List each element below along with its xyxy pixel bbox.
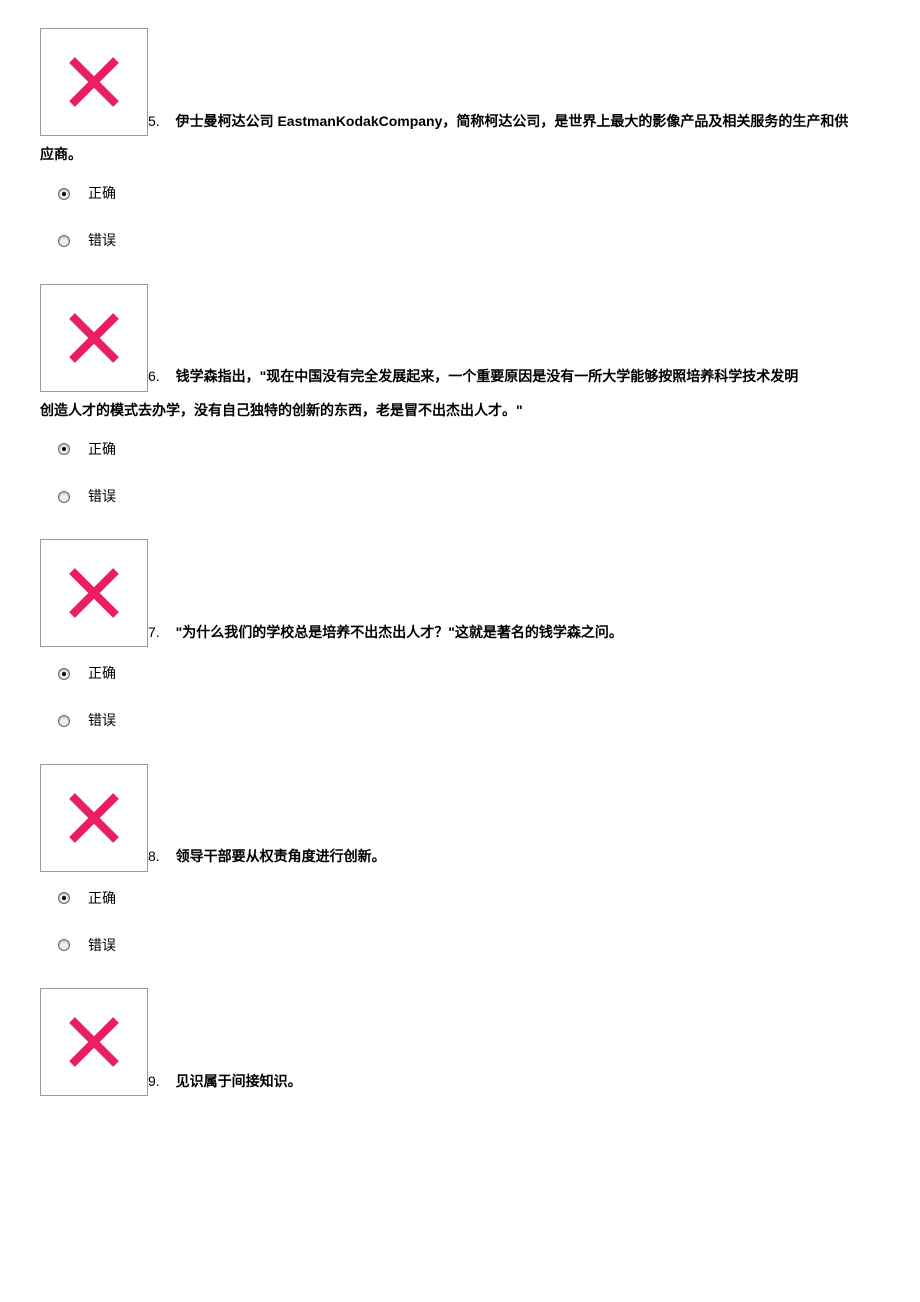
question-text-line1: 9. 见识属于间接知识。 xyxy=(148,1069,900,1096)
option-label: 正确 xyxy=(88,437,116,462)
question-text-line2: 创造人才的模式去办学，没有自己独特的创新的东西，老是冒不出杰出人才。" xyxy=(40,392,900,423)
question-text-line1: 7. "为什么我们的学校总是培养不出杰出人才？"这就是著名的钱学森之问。 xyxy=(148,620,900,647)
question-block: 6. 钱学森指出，"现在中国没有完全发展起来，一个重要原因是没有一所大学能够按照… xyxy=(20,276,900,510)
question-prompt: 6. 钱学森指出，"现在中国没有完全发展起来，一个重要原因是没有一所大学能够按照… xyxy=(20,276,900,392)
option-wrong[interactable]: 错误 xyxy=(58,484,900,509)
option-label: 正确 xyxy=(88,886,116,911)
option-correct[interactable]: 正确 xyxy=(58,437,900,462)
option-label: 正确 xyxy=(88,661,116,686)
wrong-mark-box xyxy=(40,28,148,136)
radio-icon[interactable] xyxy=(58,443,70,455)
x-icon xyxy=(66,1014,122,1070)
option-label: 错误 xyxy=(88,484,116,509)
question-text-line2: 应商。 xyxy=(40,136,900,167)
question-prompt: 5. 伊士曼柯达公司 EastmanKodakCompany，简称柯达公司，是世… xyxy=(20,20,900,136)
option-label: 错误 xyxy=(88,228,116,253)
question-text-span: 领导干部要从权责角度进行创新。 xyxy=(176,848,386,864)
radio-icon[interactable] xyxy=(58,668,70,680)
x-icon xyxy=(66,54,122,110)
option-correct[interactable]: 正确 xyxy=(58,181,900,206)
question-number: 9. xyxy=(148,1073,160,1089)
options-group: 正确错误 xyxy=(58,886,900,958)
x-icon xyxy=(66,790,122,846)
radio-icon[interactable] xyxy=(58,715,70,727)
radio-icon[interactable] xyxy=(58,188,70,200)
quiz-container: 5. 伊士曼柯达公司 EastmanKodakCompany，简称柯达公司，是世… xyxy=(20,20,900,1096)
radio-icon[interactable] xyxy=(58,491,70,503)
question-text-line1: 6. 钱学森指出，"现在中国没有完全发展起来，一个重要原因是没有一所大学能够按照… xyxy=(148,364,900,391)
question-number: 7. xyxy=(148,624,160,640)
option-label: 正确 xyxy=(88,181,116,206)
question-text-span: 伊士曼柯达公司 EastmanKodakCompany，简称柯达公司，是世界上最… xyxy=(176,113,849,129)
radio-icon[interactable] xyxy=(58,892,70,904)
question-prompt: 8. 领导干部要从权责角度进行创新。 xyxy=(20,756,900,872)
radio-icon[interactable] xyxy=(58,939,70,951)
question-text-line1: 5. 伊士曼柯达公司 EastmanKodakCompany，简称柯达公司，是世… xyxy=(148,109,900,136)
question-block: 8. 领导干部要从权责角度进行创新。正确错误 xyxy=(20,756,900,958)
wrong-mark-box xyxy=(40,988,148,1096)
option-wrong[interactable]: 错误 xyxy=(58,228,900,253)
wrong-mark-box xyxy=(40,539,148,647)
question-block: 7. "为什么我们的学校总是培养不出杰出人才？"这就是著名的钱学森之问。正确错误 xyxy=(20,531,900,733)
option-label: 错误 xyxy=(88,933,116,958)
option-wrong[interactable]: 错误 xyxy=(58,708,900,733)
question-block: 5. 伊士曼柯达公司 EastmanKodakCompany，简称柯达公司，是世… xyxy=(20,20,900,254)
question-number: 8. xyxy=(148,848,160,864)
options-group: 正确错误 xyxy=(58,181,900,253)
options-group: 正确错误 xyxy=(58,661,900,733)
question-text-line1: 8. 领导干部要从权责角度进行创新。 xyxy=(148,844,900,871)
question-prompt: 9. 见识属于间接知识。 xyxy=(20,980,900,1096)
wrong-mark-box xyxy=(40,284,148,392)
option-label: 错误 xyxy=(88,708,116,733)
question-number: 5. xyxy=(148,113,160,129)
question-number: 6. xyxy=(148,368,160,384)
option-correct[interactable]: 正确 xyxy=(58,886,900,911)
option-wrong[interactable]: 错误 xyxy=(58,933,900,958)
question-text-span: 钱学森指出，"现在中国没有完全发展起来，一个重要原因是没有一所大学能够按照培养科… xyxy=(176,368,799,384)
question-block: 9. 见识属于间接知识。 xyxy=(20,980,900,1096)
x-icon xyxy=(66,310,122,366)
question-text-span: "为什么我们的学校总是培养不出杰出人才？"这就是著名的钱学森之问。 xyxy=(176,624,623,640)
radio-icon[interactable] xyxy=(58,235,70,247)
option-correct[interactable]: 正确 xyxy=(58,661,900,686)
wrong-mark-box xyxy=(40,764,148,872)
question-prompt: 7. "为什么我们的学校总是培养不出杰出人才？"这就是著名的钱学森之问。 xyxy=(20,531,900,647)
question-text-span: 见识属于间接知识。 xyxy=(176,1073,302,1089)
x-icon xyxy=(66,565,122,621)
options-group: 正确错误 xyxy=(58,437,900,509)
